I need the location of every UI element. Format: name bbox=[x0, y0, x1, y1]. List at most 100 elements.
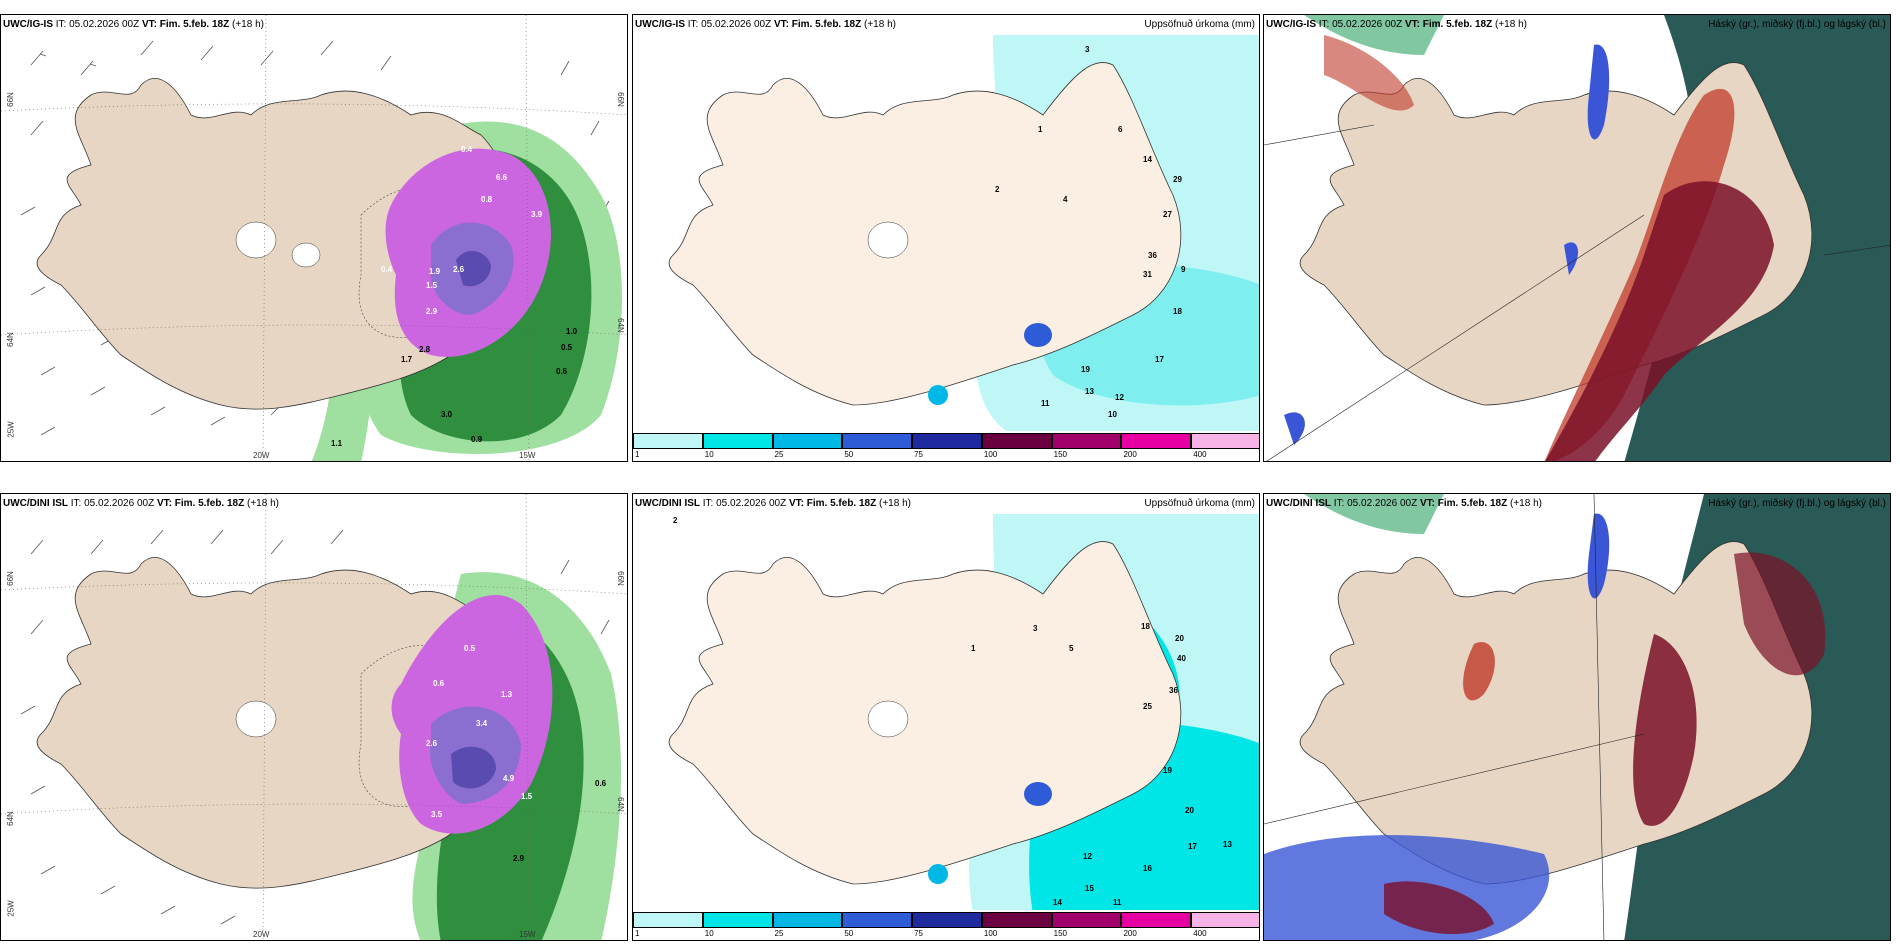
map-dini-wind-precip bbox=[1, 494, 627, 940]
colorbar-tick-label: 200 bbox=[1123, 929, 1137, 938]
precip-value: 11 bbox=[1113, 898, 1122, 907]
precip-value: 4 bbox=[1063, 195, 1068, 204]
lead-time: (+18 h) bbox=[1510, 498, 1542, 509]
precip-value: 0.4 bbox=[461, 145, 473, 154]
map-ig-wind-precip bbox=[1, 15, 627, 461]
colorbar-tick-label: 75 bbox=[914, 450, 924, 459]
precip-value: 3.0 bbox=[441, 410, 453, 419]
panel-ig-wind-precip: UWC/IG-IS IT: 05.02.2026 00Z VT: Fim. 5.… bbox=[0, 14, 628, 462]
field-name: Háský (gr.), miðský (fj.bl.) og lágský (… bbox=[1708, 498, 1886, 509]
precip-value: 1.0 bbox=[566, 327, 578, 336]
precip-value: 6 bbox=[1118, 125, 1123, 134]
precip-value: 12 bbox=[1083, 852, 1092, 861]
colorbar-tick-label: 10 bbox=[704, 929, 714, 938]
map-ig-clouds bbox=[1264, 15, 1890, 461]
model-name: UWC/DINI ISL bbox=[3, 498, 68, 509]
field-name: Háský (gr.), miðský (fj.bl.) og lágský (… bbox=[1708, 19, 1886, 30]
precip-value: 4.9 bbox=[503, 774, 515, 783]
model-name: UWC/DINI ISL bbox=[635, 498, 700, 509]
colorbar-tick-label: 10 bbox=[704, 450, 714, 459]
precip-value: 0.6 bbox=[556, 367, 568, 376]
lon-label: 25W bbox=[6, 421, 16, 438]
model-name: UWC/IG-IS bbox=[1266, 19, 1316, 30]
colorbar-tick-label: 50 bbox=[844, 929, 854, 938]
precip-value: 0.5 bbox=[561, 343, 573, 352]
precip-value: 3.9 bbox=[531, 210, 543, 219]
valid-time: VT: Fim. 5.feb. 18Z bbox=[156, 498, 245, 509]
precip-value: 0.8 bbox=[481, 195, 493, 204]
panel-ig-clouds: UWC/IG-IS IT: 05.02.2026 00Z VT: Fim. 5.… bbox=[1263, 14, 1891, 462]
cloud-high bbox=[1734, 552, 1826, 676]
init-time: IT: 05.02.2026 00Z bbox=[1333, 498, 1418, 509]
precip-value: 29 bbox=[1173, 175, 1182, 184]
precip-value: 0.9 bbox=[471, 435, 483, 444]
precip-value: 3.5 bbox=[431, 810, 443, 819]
lat-label: 64N bbox=[615, 318, 625, 333]
precip-value: 15 bbox=[1085, 884, 1094, 893]
precip-value: 14 bbox=[1143, 155, 1152, 164]
lon-label: 15W bbox=[519, 930, 536, 939]
wind-barbs bbox=[20, 40, 610, 436]
map-ig-accum-precip bbox=[668, 35, 1259, 435]
colorbar-segment bbox=[1121, 433, 1192, 449]
colorbar-segment bbox=[772, 433, 843, 449]
colorbar-tick-label: 100 bbox=[983, 450, 998, 459]
colorbar-tick-label: 400 bbox=[1193, 929, 1207, 938]
colorbar-segment bbox=[1051, 912, 1122, 928]
precip-value: 14 bbox=[1053, 898, 1062, 907]
lead-time: (+18 h) bbox=[1495, 19, 1527, 30]
init-time: IT: 05.02.2026 00Z bbox=[70, 498, 155, 509]
model-name: UWC/IG-IS bbox=[635, 19, 685, 30]
map-dini-clouds bbox=[1264, 494, 1890, 940]
graticule bbox=[1, 15, 627, 461]
panel-header: UWC/DINI ISL IT: 05.02.2026 00Z VT: Fim.… bbox=[635, 498, 1255, 510]
precip-value: 36 bbox=[1169, 686, 1178, 695]
precip-value: 0.5 bbox=[464, 644, 476, 653]
precip-value: 2.9 bbox=[513, 854, 525, 863]
colorbar-tick-label: 1 bbox=[635, 450, 640, 459]
precip-value: 16 bbox=[1143, 864, 1152, 873]
lat-label: 64N bbox=[615, 797, 625, 812]
init-time: IT: 05.02.2026 00Z bbox=[702, 498, 787, 509]
lead-time: (+18 h) bbox=[232, 19, 264, 30]
lat-label: 66N bbox=[615, 92, 625, 107]
lon-label: 25W bbox=[6, 900, 16, 917]
lead-time: (+18 h) bbox=[247, 498, 279, 509]
valid-time: VT: Fim. 5.feb. 18Z bbox=[773, 19, 862, 30]
precip-value: 1.5 bbox=[426, 281, 438, 290]
graticule bbox=[1264, 124, 1890, 461]
precip-value: 19 bbox=[1081, 365, 1090, 374]
colorbar-segment bbox=[1121, 912, 1192, 928]
precip-value: 0.6 bbox=[595, 779, 607, 788]
lon-label: 20W bbox=[253, 930, 270, 939]
panel-header: UWC/IG-IS IT: 05.02.2026 00Z VT: Fim. 5.… bbox=[1266, 19, 1886, 31]
colorbar-tick-label: 150 bbox=[1053, 929, 1068, 938]
glacier bbox=[867, 700, 909, 738]
lat-label: 64N bbox=[5, 332, 15, 347]
precip-value: 2 bbox=[673, 516, 678, 525]
colorbar: 1 10 25 50 75 100 150 200 400 bbox=[633, 431, 1259, 461]
panel-dini-accum-precip: UWC/DINI ISL IT: 05.02.2026 00Z VT: Fim.… bbox=[632, 493, 1260, 941]
precip-value: 1.5 bbox=[521, 792, 533, 801]
model-name: UWC/IG-IS bbox=[3, 19, 53, 30]
precip-value: 5 bbox=[1069, 644, 1074, 653]
glacier bbox=[867, 221, 909, 259]
precip-value: 2.9 bbox=[426, 307, 438, 316]
colorbar-tick-label: 25 bbox=[774, 929, 784, 938]
init-time: IT: 05.02.2026 00Z bbox=[687, 19, 772, 30]
colorbar-segment bbox=[702, 912, 773, 928]
map-dini-accum-precip bbox=[668, 514, 1259, 914]
precip-value: 1.9 bbox=[429, 267, 441, 276]
glacier bbox=[235, 221, 277, 259]
panel-ig-accum-precip: UWC/IG-IS IT: 05.02.2026 00Z VT: Fim. 5.… bbox=[632, 14, 1260, 462]
panel-dini-wind-precip: UWC/DINI ISL IT: 05.02.2026 00Z VT: Fim.… bbox=[0, 493, 628, 941]
colorbar-segment bbox=[1191, 912, 1259, 928]
precip-value: 1 bbox=[971, 644, 976, 653]
valid-time: VT: Fim. 5.feb. 18Z bbox=[788, 498, 877, 509]
precip-value: 18 bbox=[1173, 307, 1182, 316]
colorbar-segment bbox=[702, 433, 773, 449]
iceland-land bbox=[668, 541, 1182, 885]
precip-value: 31 bbox=[1143, 270, 1152, 279]
precip-value: 13 bbox=[1085, 387, 1094, 396]
colorbar: 1 10 25 50 75 100 150 200 400 bbox=[633, 910, 1259, 940]
